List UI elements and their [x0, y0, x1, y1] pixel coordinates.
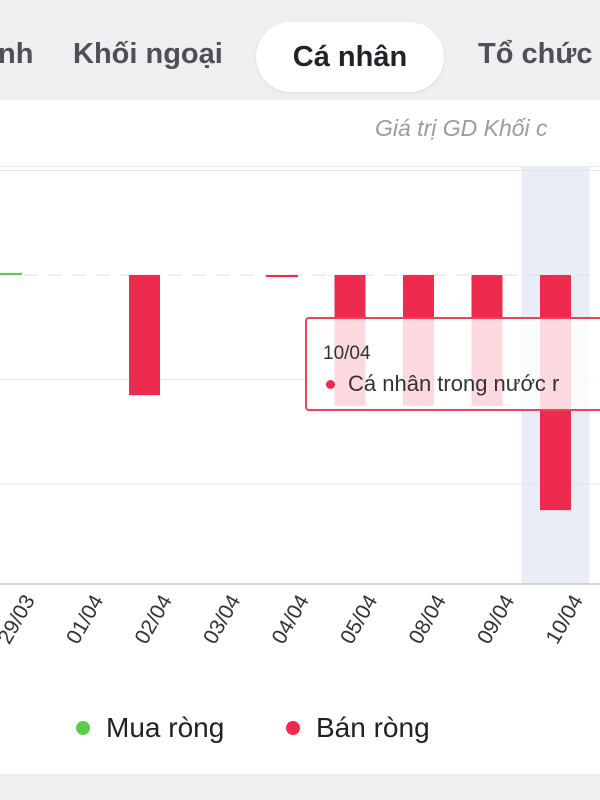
bar-chart[interactable]: 29/03 01/04 02/04 03/04 04/04 05/04 08/04 09/04… [0, 166, 600, 686]
legend-dot-mua-rong [76, 721, 90, 735]
bar-02-04 [129, 275, 160, 396]
x-tick-label: 09/04 [473, 591, 519, 648]
x-tick-label: 04/04 [268, 591, 314, 648]
chart-tooltip: 10/04 Cá nhân trong nước r [305, 317, 600, 411]
bar-29-03 [0, 272, 22, 275]
tooltip-date: 10/04 [323, 343, 371, 364]
tab-khoi-ngoai[interactable]: Khối ngoại [73, 38, 223, 70]
chart-subtitle: Giá trị GD Khối c [375, 115, 548, 141]
legend-item-mua-rong[interactable]: Mua ròng [76, 712, 224, 744]
tooltip-series-dot [326, 380, 335, 389]
x-tick-label: 03/04 [199, 591, 245, 648]
tooltip-series-label: Cá nhân trong nước r [348, 371, 560, 396]
tab-to-chuc[interactable]: Tổ chức [478, 38, 593, 70]
legend-label-mua-rong: Mua ròng [106, 712, 225, 743]
bottom-divider [0, 774, 600, 800]
x-tick-label: 08/04 [405, 591, 451, 648]
legend-dot-ban-rong [286, 721, 300, 735]
tab-ca-nhan[interactable]: Cá nhân [256, 22, 444, 92]
legend-item-ban-rong[interactable]: Bán ròng [286, 712, 430, 744]
x-tick-label: 05/04 [336, 591, 382, 648]
tab-nhanh[interactable]: nh [0, 38, 34, 70]
bar-04-04 [266, 275, 298, 278]
tab-bar: nh Khối ngoại Cá nhân Tổ chức [0, 0, 600, 100]
legend-label-ban-rong: Bán ròng [316, 712, 430, 743]
x-tick-label: 01/04 [62, 591, 108, 648]
x-tick-label: 29/03 [0, 591, 40, 648]
x-tick-label: 10/04 [542, 591, 588, 648]
chart-top-border [0, 166, 600, 167]
x-tick-label: 02/04 [131, 591, 177, 648]
